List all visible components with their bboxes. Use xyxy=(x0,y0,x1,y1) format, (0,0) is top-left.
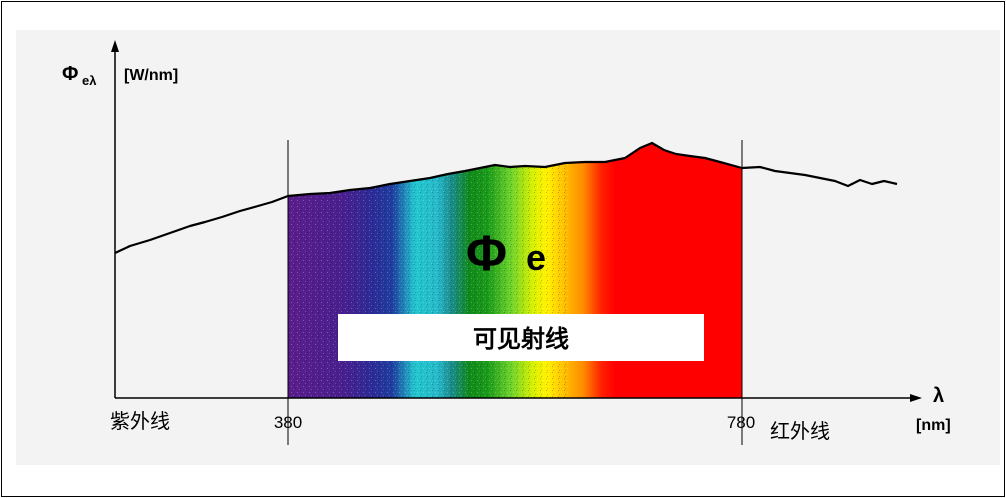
ir-region-label: 红外线 xyxy=(770,419,830,443)
visible-label-box xyxy=(338,314,704,361)
uv-region-label: 紫外线 xyxy=(110,409,170,433)
x-axis-arrow xyxy=(910,394,922,402)
y-axis-unit: [W/nm] xyxy=(124,67,178,84)
flux-subscript: e xyxy=(526,237,546,278)
x-axis-unit: [nm] xyxy=(916,417,951,434)
y-axis-symbol: Φ xyxy=(62,63,78,85)
spectral-flux-curve xyxy=(114,141,898,254)
tick-label-380: 380 xyxy=(274,413,302,432)
y-axis-arrow xyxy=(111,40,119,52)
visible-region-label: 可见射线 xyxy=(473,325,569,353)
x-axis-symbol: λ xyxy=(933,385,944,407)
flux-symbol: Φ xyxy=(466,225,507,281)
tick-label-780: 780 xyxy=(727,413,755,432)
y-axis-subscript: eλ xyxy=(82,73,97,88)
